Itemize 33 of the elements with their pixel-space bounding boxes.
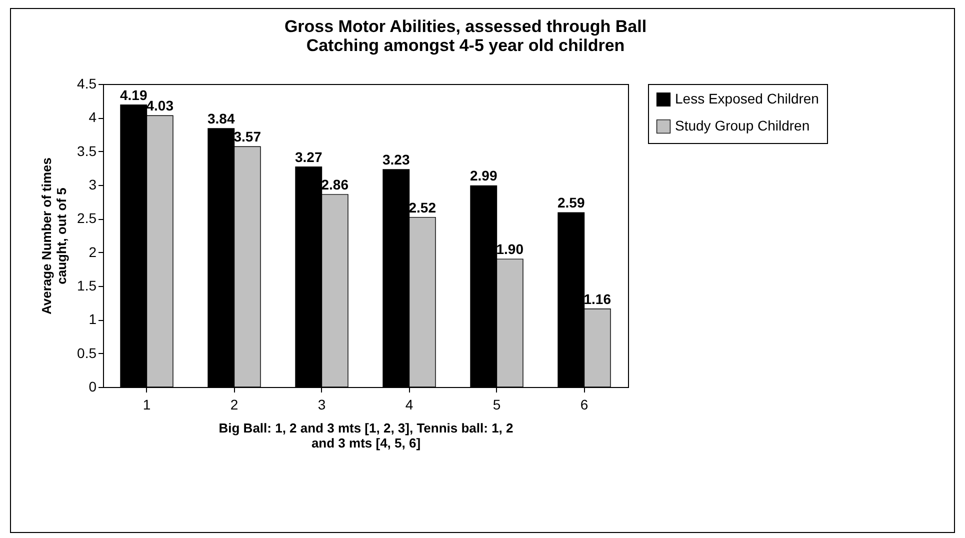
data-label: 2.59 — [558, 194, 585, 211]
data-label: 4.03 — [146, 98, 174, 114]
x-tick-label: 1 — [142, 396, 151, 412]
legend-label: Study Group Children — [675, 118, 810, 134]
chart-title: Gross Motor Abilities, assessed through Ball Catching amongst 4-5 year old children — [284, 17, 647, 55]
y-tick-label: 1 — [88, 311, 97, 328]
data-label: 4.19 — [120, 86, 148, 103]
y-tick-label: 3.5 — [77, 142, 97, 159]
x-tick-label: 3 — [318, 396, 326, 412]
y-tick-label: 0 — [88, 378, 97, 394]
x-tick-label: 5 — [492, 396, 501, 412]
y-tick-label: 1.5 — [77, 278, 97, 294]
y-tick-label: 0.5 — [77, 344, 97, 361]
data-label: 2.86 — [321, 176, 349, 192]
y-tick-label: 4.5 — [77, 76, 97, 92]
y-tick-label: 2 — [88, 244, 97, 260]
legend-label: Less Exposed Children — [675, 90, 819, 106]
data-label: 1.16 — [584, 290, 612, 307]
x-tick-label: 2 — [230, 396, 238, 412]
x-axis-title: Big Ball: 1, 2 and 3 mts [1, 2, 3], Tennis ball: 1, 2 and 3 mts [4, 5, 6] — [218, 420, 514, 450]
y-tick-label: 3 — [88, 176, 97, 192]
data-label: 2.99 — [470, 168, 498, 184]
y-tick-label: 2.5 — [77, 210, 97, 226]
x-tick-label: 4 — [405, 396, 414, 412]
data-label: 3.57 — [234, 128, 262, 145]
data-label: 1.90 — [496, 241, 524, 258]
y-tick-label: 4 — [88, 109, 97, 126]
data-label: 3.84 — [208, 110, 235, 126]
x-tick-label: 6 — [580, 396, 588, 412]
data-label: 3.23 — [382, 152, 410, 168]
data-label: 2.52 — [408, 199, 436, 216]
data-label: 3.27 — [295, 148, 322, 165]
y-axis-title: Average Number of times caught, out of 5 — [39, 157, 70, 315]
